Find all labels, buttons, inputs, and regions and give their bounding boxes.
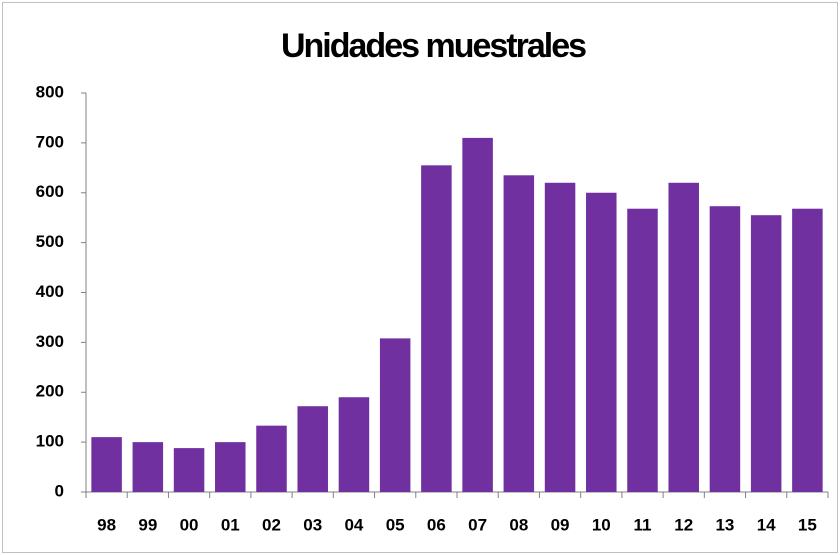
y-tick-label: 700	[36, 132, 64, 151]
x-tick-label: 08	[509, 515, 528, 534]
x-tick-label: 00	[180, 515, 199, 534]
x-tick-label: 11	[634, 515, 652, 534]
bar	[709, 206, 741, 492]
bar	[503, 175, 535, 492]
bar	[132, 442, 164, 492]
y-tick-label: 100	[36, 432, 64, 451]
x-tick-label: 03	[303, 515, 322, 534]
bar	[338, 397, 370, 492]
x-tick-label: 13	[715, 515, 734, 534]
bar	[792, 208, 823, 492]
bar	[173, 448, 205, 492]
y-tick-label: 300	[36, 332, 64, 351]
x-tick-label: 06	[427, 515, 446, 534]
y-tick-label: 600	[36, 182, 64, 201]
bar	[668, 182, 699, 492]
bar	[750, 215, 782, 492]
y-tick-label: 200	[36, 382, 64, 401]
y-tick-label: 500	[36, 232, 64, 251]
x-tick-label: 98	[97, 515, 116, 534]
chart-title: Unidades muestrales	[281, 27, 586, 65]
x-tick-label: 14	[757, 515, 776, 534]
bar	[215, 442, 246, 492]
x-tick-label: 99	[138, 515, 157, 534]
bar	[379, 338, 411, 492]
bar	[544, 182, 576, 492]
x-tick-label: 12	[674, 515, 693, 534]
bar	[91, 437, 122, 492]
y-tick-label: 800	[36, 82, 64, 101]
y-tick-label: 400	[36, 282, 64, 301]
x-tick-label: 05	[386, 515, 405, 534]
x-tick-label: 04	[344, 515, 363, 534]
x-tick-label: 01	[221, 515, 240, 534]
y-tick-label: 0	[55, 481, 64, 500]
bar	[256, 425, 287, 492]
bar	[421, 165, 452, 492]
bar	[462, 137, 493, 492]
x-tick-label: 09	[551, 515, 570, 534]
x-tick-label: 02	[262, 515, 281, 534]
bar	[297, 406, 328, 492]
x-tick-label: 07	[468, 515, 487, 534]
bar	[586, 192, 617, 492]
x-tick-label: 15	[798, 515, 817, 534]
bar	[627, 208, 658, 492]
x-tick-label: 10	[592, 515, 611, 534]
